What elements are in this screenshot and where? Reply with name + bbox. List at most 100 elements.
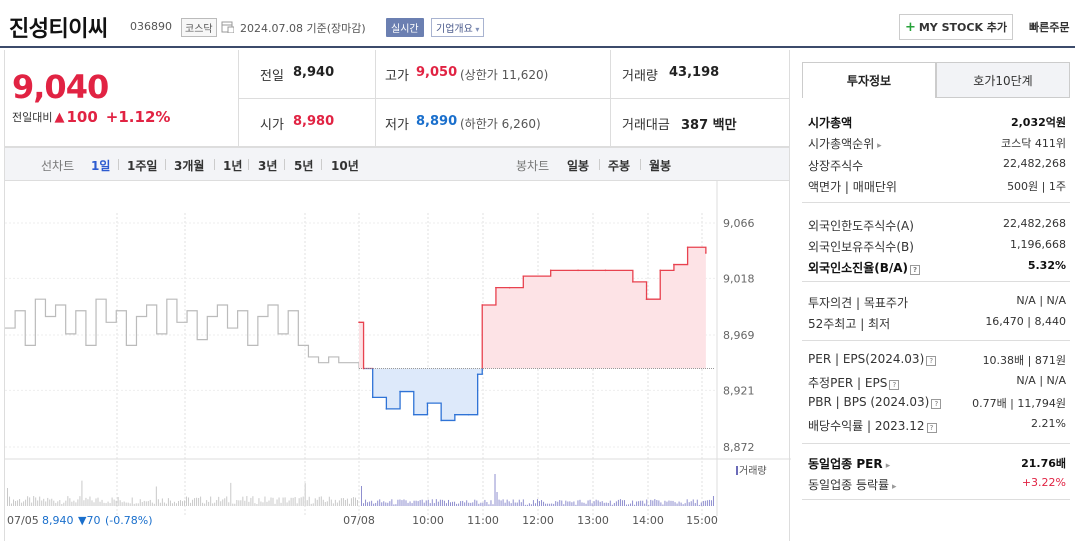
company-overview-dropdown[interactable]: 기업개요 ▾ bbox=[431, 18, 485, 37]
volume-bar bbox=[615, 501, 617, 506]
candle-daily[interactable]: 일봉 bbox=[567, 159, 590, 173]
volume-bar bbox=[39, 496, 41, 506]
volume-bar bbox=[200, 496, 202, 506]
period-1d[interactable]: 1일 bbox=[91, 159, 111, 173]
tab-investment-info[interactable]: 투자정보 bbox=[802, 62, 936, 98]
volume-bar bbox=[553, 503, 555, 506]
chart-canvas: 9,066 9,018 8,969 8,921 8,872 거래량 07/08 10:00 11… bbox=[5, 181, 791, 527]
chevron-right-icon[interactable]: ▸ bbox=[882, 461, 891, 471]
realtime-button[interactable]: 실시간 bbox=[386, 18, 424, 37]
volume-bar bbox=[441, 499, 443, 506]
volume-bar bbox=[99, 501, 101, 506]
volume-bar bbox=[71, 501, 73, 506]
info-row: 외국인보유주식수(B) 1,196,668 bbox=[808, 236, 1066, 256]
volume-bar bbox=[133, 503, 135, 506]
info-row: 시가총액순위 ▸ 코스닥 411위 bbox=[808, 133, 1066, 153]
info-value: 22,482,268 bbox=[1003, 157, 1066, 170]
volume-bar bbox=[536, 499, 538, 506]
volume-bar bbox=[139, 499, 141, 506]
volume-bar bbox=[472, 502, 474, 506]
volume-bar bbox=[524, 504, 526, 506]
volume-bar bbox=[258, 498, 260, 506]
price-chart[interactable]: 9,066 9,018 8,969 8,921 8,872 거래량 07/08 10:00 11… bbox=[4, 181, 791, 541]
volume-bar bbox=[628, 504, 630, 506]
volume-bar bbox=[111, 497, 113, 506]
volume-bar bbox=[389, 501, 391, 506]
info-row: 외국인소진율(B/A)? 5.32% bbox=[808, 257, 1066, 277]
help-icon[interactable]: ? bbox=[926, 423, 937, 433]
info-row: 상장주식수 22,482,268 bbox=[808, 155, 1066, 175]
chart-period-bar: 선차트 1일 1주일 3개월 1년 3년 5년 10년 봉차트 일봉 주봉 월봉 bbox=[4, 147, 790, 181]
open-label: 시가 bbox=[260, 118, 284, 133]
volume-bar bbox=[320, 496, 322, 506]
volume-bar bbox=[506, 499, 508, 506]
separator bbox=[248, 159, 249, 170]
volume-bar bbox=[551, 503, 553, 506]
quick-order-link[interactable]: 빠른주문 bbox=[1029, 21, 1070, 34]
data-point bbox=[508, 286, 511, 289]
volume-bar bbox=[194, 498, 196, 506]
volume-bar bbox=[151, 502, 153, 506]
period-5y[interactable]: 5년 bbox=[294, 159, 314, 173]
volume-bar bbox=[246, 496, 248, 506]
candle-monthly[interactable]: 월봉 bbox=[649, 159, 672, 173]
volume-bar bbox=[522, 499, 524, 506]
data-point bbox=[385, 408, 388, 410]
high-value: 9,050 bbox=[416, 65, 458, 80]
volume-bar bbox=[569, 501, 571, 506]
candle-weekly[interactable]: 주봉 bbox=[608, 159, 631, 173]
chevron-right-icon[interactable]: ▸ bbox=[874, 141, 882, 151]
help-icon[interactable]: ? bbox=[931, 399, 942, 409]
help-icon[interactable]: ? bbox=[910, 265, 921, 275]
volume-bar bbox=[186, 496, 188, 506]
info-row: 투자의견 | 목표주가 N/A | N/A bbox=[808, 292, 1066, 312]
volume-bar bbox=[95, 498, 97, 506]
volume-bar bbox=[413, 500, 415, 506]
volume-bar bbox=[381, 502, 383, 506]
volume-bar bbox=[57, 501, 59, 506]
volume-bar bbox=[167, 498, 169, 506]
period-1w[interactable]: 1주일 bbox=[127, 159, 158, 173]
chevron-right-icon[interactable]: ▸ bbox=[889, 482, 897, 492]
volume-bar bbox=[240, 500, 242, 506]
volume-bar bbox=[587, 500, 589, 506]
volume-bar bbox=[342, 498, 344, 506]
volume-bar bbox=[159, 502, 161, 506]
period-3m[interactable]: 3개월 bbox=[174, 159, 205, 173]
volume-bar bbox=[103, 502, 105, 506]
calendar-icon bbox=[221, 21, 234, 33]
price-change: 전일대비 ▲ 100 +1.12% bbox=[12, 108, 170, 126]
period-10y[interactable]: 10년 bbox=[331, 159, 359, 173]
volume-bar bbox=[625, 504, 627, 506]
volume-label: 거래량 bbox=[739, 465, 767, 477]
tab-order-book[interactable]: 호가10단계 bbox=[936, 62, 1070, 98]
help-icon[interactable]: ? bbox=[926, 356, 937, 366]
help-icon[interactable]: ? bbox=[889, 380, 900, 390]
volume-bar bbox=[367, 502, 369, 506]
volume-bar bbox=[308, 496, 310, 506]
info-label: 외국인보유주식수(B) bbox=[808, 238, 914, 255]
volume-bar bbox=[81, 480, 83, 506]
volume-bar bbox=[304, 483, 306, 506]
period-1y[interactable]: 1년 bbox=[223, 159, 243, 173]
volume-bar bbox=[656, 500, 658, 506]
volume-bar bbox=[288, 500, 290, 506]
volume-bar bbox=[688, 502, 690, 506]
volume-bar bbox=[512, 499, 514, 506]
info-row: 동일업종 등락률 ▸ +3.22% bbox=[808, 474, 1066, 494]
volume-bar bbox=[352, 497, 354, 506]
volume-bar bbox=[579, 499, 581, 506]
volume-bar bbox=[712, 496, 714, 506]
volume-bar bbox=[298, 498, 300, 506]
volume-bar bbox=[51, 498, 53, 506]
volume-bar bbox=[484, 499, 486, 506]
volume-bar bbox=[262, 502, 264, 506]
add-mystock-button[interactable]: + MY STOCK 추가 bbox=[899, 14, 1013, 40]
info-value: 5.32% bbox=[1027, 259, 1066, 272]
volume-bar bbox=[407, 502, 409, 506]
volume-bar bbox=[520, 502, 522, 506]
volume-bar bbox=[409, 501, 411, 506]
info-row: 외국인한도주식수(A) 22,482,268 bbox=[808, 215, 1066, 235]
volume-bar bbox=[561, 500, 563, 506]
period-3y[interactable]: 3년 bbox=[258, 159, 278, 173]
